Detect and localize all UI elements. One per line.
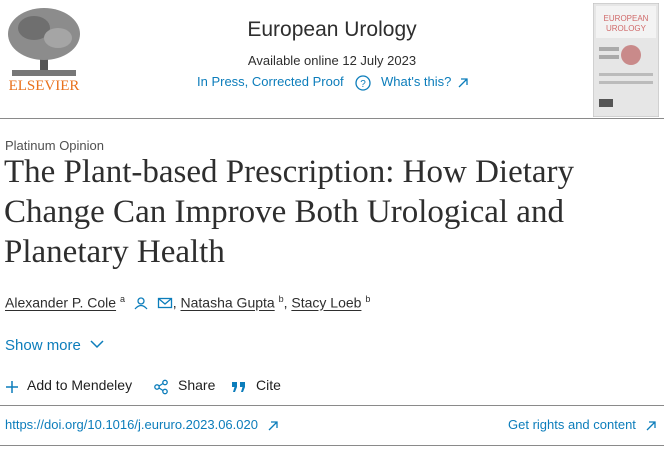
tree-leaves xyxy=(44,28,72,48)
cover-title: EUROPEAN xyxy=(604,14,649,23)
affiliation[interactable]: b xyxy=(365,294,371,304)
external-icon xyxy=(458,78,468,88)
show-more-label[interactable]: Show more xyxy=(5,337,81,354)
author-name[interactable]: Stacy Loeb xyxy=(291,294,362,311)
status-link[interactable]: In Press, Corrected Proof xyxy=(197,74,344,89)
share-button[interactable]: Share xyxy=(178,377,216,393)
email-icon[interactable] xyxy=(157,296,173,310)
authors: Alexander P. Cole a , Natasha Gupta b, S… xyxy=(5,294,371,311)
external-icon xyxy=(646,421,656,431)
author-name[interactable]: Natasha Gupta xyxy=(180,294,275,311)
divider xyxy=(0,445,664,446)
svg-text:?: ? xyxy=(360,79,366,90)
share-icon xyxy=(154,379,168,395)
article-title: The Plant-based Prescription: How Dietar… xyxy=(4,154,575,270)
available-date: Available online 12 July 2023 xyxy=(247,53,417,68)
whats-this-link[interactable]: What's this? xyxy=(381,74,452,89)
publisher-name: ELSEVIER xyxy=(9,78,80,92)
cite-icon xyxy=(232,382,245,392)
affiliation[interactable]: a xyxy=(119,294,125,304)
plus-icon xyxy=(6,381,18,393)
elsevier-logo[interactable]: ELSEVIER xyxy=(4,4,84,92)
person-icon[interactable] xyxy=(133,296,149,310)
affiliation[interactable]: b xyxy=(278,294,284,304)
doi-link[interactable]: https://doi.org/10.1016/j.eururo.2023.06… xyxy=(5,417,258,432)
article-type: Platinum Opinion xyxy=(5,138,104,153)
journal-cover[interactable]: EUROPEAN UROLOGY xyxy=(593,3,659,117)
cite-button[interactable]: Cite xyxy=(256,377,281,393)
journal-name[interactable]: European Urology xyxy=(247,18,417,41)
author-name[interactable]: Alexander P. Cole xyxy=(5,294,117,311)
tree-ground xyxy=(12,70,76,76)
mendeley-button[interactable]: Add to Mendeley xyxy=(27,377,133,393)
chevron xyxy=(90,340,104,349)
cover-title: UROLOGY xyxy=(606,24,647,33)
help-icon[interactable]: ? xyxy=(354,74,372,92)
show-more[interactable]: Show more xyxy=(5,337,105,354)
rights-link[interactable]: Get rights and content xyxy=(508,417,636,432)
divider xyxy=(0,405,664,406)
tree-leaves xyxy=(18,16,50,40)
external-icon xyxy=(268,421,278,431)
divider xyxy=(0,118,664,119)
